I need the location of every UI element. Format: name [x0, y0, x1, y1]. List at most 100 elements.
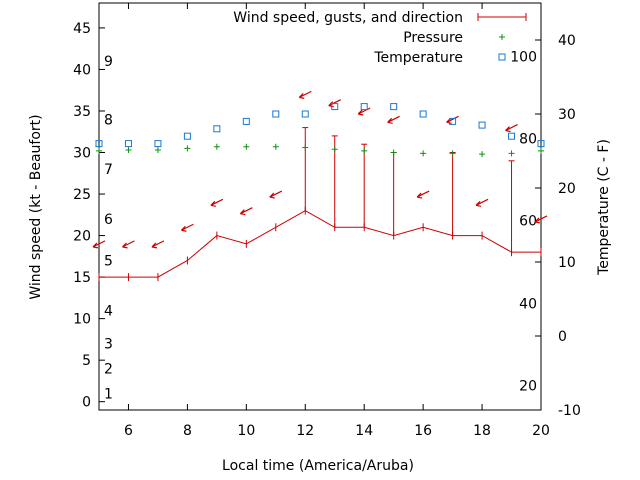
legend-label-pressure: Pressure [403, 30, 463, 46]
temperature-point [419, 110, 427, 118]
y-axis-left-label: Wind speed (kt - Beaufort) [28, 114, 44, 299]
fahrenheit-label: 60 [519, 214, 537, 230]
wind-direction-arrow [475, 198, 489, 207]
pressure-point [184, 145, 191, 152]
wind-direction-arrow [298, 90, 312, 99]
pressure-point [390, 149, 397, 156]
tick-labels: 6 8 10 12 14 16 18 20051015202530354045-1001020… [73, 21, 581, 439]
wind-direction-arrow [151, 240, 165, 249]
beaufort-label: 2 [104, 361, 113, 377]
x-tick-label: 6 [124, 423, 133, 439]
fahrenheit-label: 40 [519, 296, 537, 312]
temperature-point [537, 140, 545, 148]
wind-direction-arrow [92, 240, 106, 249]
fahrenheit-label: 100 [510, 49, 537, 65]
y-left-tick-label: 45 [73, 21, 91, 37]
wind-direction-arrow [505, 124, 518, 133]
y-left-tick-label: 30 [73, 146, 91, 162]
beaufort-label: 4 [104, 303, 113, 319]
y-right-tick-label: 20 [558, 181, 576, 197]
pressure-point [125, 147, 132, 154]
temperature-point [390, 103, 398, 111]
beaufort-label: 5 [104, 253, 113, 269]
wind-direction-arrow [357, 107, 371, 116]
beaufort-label: 8 [104, 112, 113, 128]
beaufort-label: 7 [104, 162, 113, 178]
temperature-point [508, 132, 516, 140]
plot-frame [98, 2, 542, 411]
y-axis-right-label: Temperature (C - F) [596, 139, 612, 276]
wind-direction-arrow [534, 215, 548, 224]
pressure-point [96, 147, 102, 154]
wind-direction-arrow [122, 240, 135, 249]
temperature-point [360, 103, 368, 111]
y-left-tick-label: 5 [82, 353, 91, 369]
beaufort-label: 9 [104, 54, 113, 70]
beaufort-label: 1 [104, 386, 113, 402]
y-right-tick-label: 30 [558, 107, 576, 123]
pressure-point [479, 151, 486, 158]
wind-direction-arrow [446, 115, 459, 124]
y-left-tick-label: 0 [82, 395, 91, 411]
fahrenheit-label: 80 [519, 131, 537, 147]
y-left-tick-label: 25 [73, 187, 91, 203]
temperature-point [213, 125, 221, 133]
wind-direction-arrow [387, 115, 400, 124]
wind-direction-arrow [416, 190, 430, 199]
legend-label-temperature: Temperature [373, 50, 463, 66]
pressure-point [449, 150, 456, 157]
pressure-point [538, 147, 544, 154]
y-left-tick-label: 10 [73, 312, 91, 328]
y-right-tick-label: 10 [558, 255, 576, 271]
x-axis-label: Local time (America/Aruba) [222, 458, 414, 474]
wind-direction-arrow [269, 190, 283, 199]
wind-speed-line [99, 210, 541, 278]
temperature-point [272, 110, 280, 118]
wind-direction-arrow [180, 223, 194, 232]
x-tick-label: 10 [237, 423, 255, 439]
x-tick-label: 14 [355, 423, 373, 439]
x-tick-label: 8 [183, 423, 192, 439]
temperature-point [242, 117, 250, 125]
legend-sample-pressure [499, 34, 505, 40]
temperature-point [183, 132, 191, 140]
pressure-point [213, 143, 220, 150]
x-tick-label: 20 [532, 423, 550, 439]
wind-direction-arrow [239, 207, 253, 216]
wind-direction-arrow [210, 198, 224, 207]
pressure-point [361, 147, 368, 154]
axis-ticks [99, 3, 542, 411]
y-right-tick-label: 40 [558, 33, 576, 49]
y-left-tick-label: 20 [73, 229, 91, 245]
temperature-point [154, 140, 162, 148]
pressure-point [420, 150, 427, 157]
y-left-tick-label: 35 [73, 104, 91, 120]
legend-sample-temperature [498, 53, 506, 61]
wind-direction-arrow [328, 99, 342, 108]
temperature-point [95, 140, 103, 148]
y-right-tick-label: -10 [558, 403, 581, 419]
legend: Wind speed, gusts, and direction Pressure… [233, 10, 527, 66]
temperature-point [449, 117, 457, 125]
temperature-point [331, 103, 339, 111]
beaufort-label: 3 [104, 337, 113, 353]
temperature-point [301, 110, 309, 118]
temperature-point [478, 121, 486, 129]
x-tick-label: 12 [296, 423, 314, 439]
pressure-point [331, 146, 338, 153]
y-left-tick-label: 15 [73, 270, 91, 286]
beaufort-label: 6 [104, 212, 113, 228]
pressure-point [154, 147, 161, 154]
y-right-tick-label: 0 [558, 329, 567, 345]
pressure-point [302, 144, 309, 151]
temperature-point [124, 140, 132, 148]
fahrenheit-label: 20 [519, 379, 537, 395]
y-left-tick-label: 40 [73, 62, 91, 78]
pressure-point [272, 143, 279, 150]
x-tick-label: 18 [473, 423, 491, 439]
pressure-point [508, 150, 515, 157]
x-tick-label: 16 [414, 423, 432, 439]
series-layer [92, 90, 548, 282]
legend-label-wind: Wind speed, gusts, and direction [233, 10, 463, 26]
